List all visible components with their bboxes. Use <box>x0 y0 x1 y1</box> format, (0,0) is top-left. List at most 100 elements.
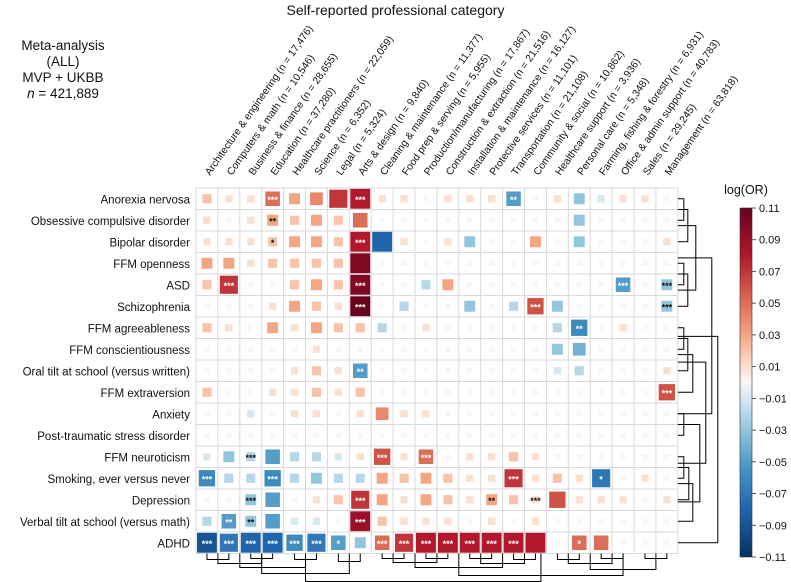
heatmap-cell <box>247 259 255 267</box>
heatmap-cell <box>642 238 648 245</box>
heatmap-cell <box>532 260 539 267</box>
heatmap-cell <box>401 367 407 374</box>
colorbar-tick-label: −0.11 <box>759 552 786 564</box>
heatmap-cell <box>598 367 604 374</box>
heatmap-cell <box>267 214 279 226</box>
heatmap-cell <box>269 432 276 439</box>
heatmap-cell <box>202 387 212 397</box>
heatmap-cell <box>620 217 626 224</box>
heatmap-cell <box>291 346 298 353</box>
heatmap-cell <box>598 324 604 331</box>
heatmap-cell <box>335 518 342 525</box>
significance-label: *** <box>355 281 366 291</box>
heatmap-cell <box>401 260 407 267</box>
heatmap-cell <box>269 410 276 417</box>
heatmap-cell <box>443 473 453 483</box>
heatmap-cell <box>334 453 343 461</box>
heatmap-cell <box>576 453 583 460</box>
heatmap-cell <box>554 518 561 525</box>
heatmap-cell <box>592 469 611 488</box>
heatmap-cell <box>532 324 539 331</box>
heatmap-cell <box>329 189 348 208</box>
heatmap-cell <box>532 389 539 396</box>
significance-label: *** <box>355 517 366 527</box>
heatmap-cell <box>503 532 524 553</box>
heatmap-cell <box>510 217 517 224</box>
heatmap-cell <box>350 231 371 252</box>
heatmap-cell <box>291 496 298 503</box>
heatmap-cell <box>311 387 322 397</box>
heatmap-cell <box>268 237 278 247</box>
heatmap-cell <box>576 410 583 417</box>
heatmap-cell <box>422 410 430 418</box>
heatmap-cell <box>466 346 473 353</box>
heatmap-cell <box>510 518 517 525</box>
heatmap-cell <box>374 535 390 551</box>
heatmap-cell <box>663 496 671 504</box>
heatmap-cell <box>445 303 451 310</box>
row-label: Anxiety <box>152 409 190 421</box>
heatmap-cell <box>532 346 539 353</box>
significance-label: *** <box>508 539 519 549</box>
heatmap-cell <box>268 302 277 310</box>
heatmap-cell <box>197 532 217 553</box>
heatmap-cell <box>357 432 364 439</box>
meta-line-1: Meta-analysis (ALL) <box>21 38 105 69</box>
heatmap-cell <box>399 301 409 311</box>
heatmap-cell <box>350 274 371 295</box>
heatmap-cell <box>642 260 648 267</box>
heatmap-cell <box>488 303 495 310</box>
heatmap-cell <box>221 513 237 529</box>
heatmap-cell <box>531 517 540 525</box>
heatmap-cell <box>575 496 583 504</box>
heatmap-cell <box>333 280 343 290</box>
heatmap-cell <box>443 495 453 505</box>
heatmap-cell <box>290 388 299 396</box>
heatmap-cell <box>202 280 212 290</box>
heatmap-cell <box>642 281 648 288</box>
heatmap-cell <box>529 236 541 248</box>
heatmap-cell <box>355 323 365 333</box>
heatmap-cell <box>619 195 627 203</box>
heatmap-cell <box>664 432 670 439</box>
heatmap-cell <box>464 236 476 248</box>
heatmap-cell <box>554 539 561 546</box>
heatmap-cell <box>307 533 326 552</box>
heatmap-cell <box>379 346 385 353</box>
heatmap-cell <box>488 367 495 374</box>
heatmap-cell <box>466 474 474 482</box>
heatmap-cell <box>437 532 458 553</box>
heatmap-cell <box>620 346 626 353</box>
heatmap-cell <box>289 193 301 205</box>
heatmap-cell <box>247 216 255 224</box>
heatmap-cell <box>571 319 588 336</box>
heatmap-cell <box>203 216 211 224</box>
heatmap-cell <box>642 410 648 417</box>
heatmap-cell <box>510 260 517 267</box>
heatmap-cell <box>466 389 473 396</box>
heatmap-cell <box>247 238 255 246</box>
colorbar-tick-label: −0.01 <box>759 393 787 405</box>
heatmap-cell <box>377 323 387 333</box>
heatmap-cell <box>269 367 276 374</box>
heatmap-cell <box>379 389 385 396</box>
heatmap-cell <box>401 217 407 224</box>
significance-label: *** <box>224 539 235 549</box>
heatmap-cell <box>488 324 495 331</box>
heatmap-cell <box>265 513 280 529</box>
heatmap-cell <box>246 452 256 462</box>
heatmap-cell <box>400 238 408 246</box>
heatmap-cell <box>488 281 495 288</box>
heatmap-cell <box>201 257 213 269</box>
heatmap-cell <box>247 432 254 439</box>
heatmap-cell <box>379 367 385 374</box>
heatmap-cell <box>642 367 648 374</box>
heatmap-cell <box>466 217 473 224</box>
heatmap-cell <box>598 453 604 460</box>
heatmap-cell <box>620 453 626 460</box>
heatmap-cell <box>466 281 473 288</box>
significance-label: ** <box>357 367 365 377</box>
heatmap-cell <box>466 324 473 331</box>
heatmap-cell <box>352 212 368 228</box>
